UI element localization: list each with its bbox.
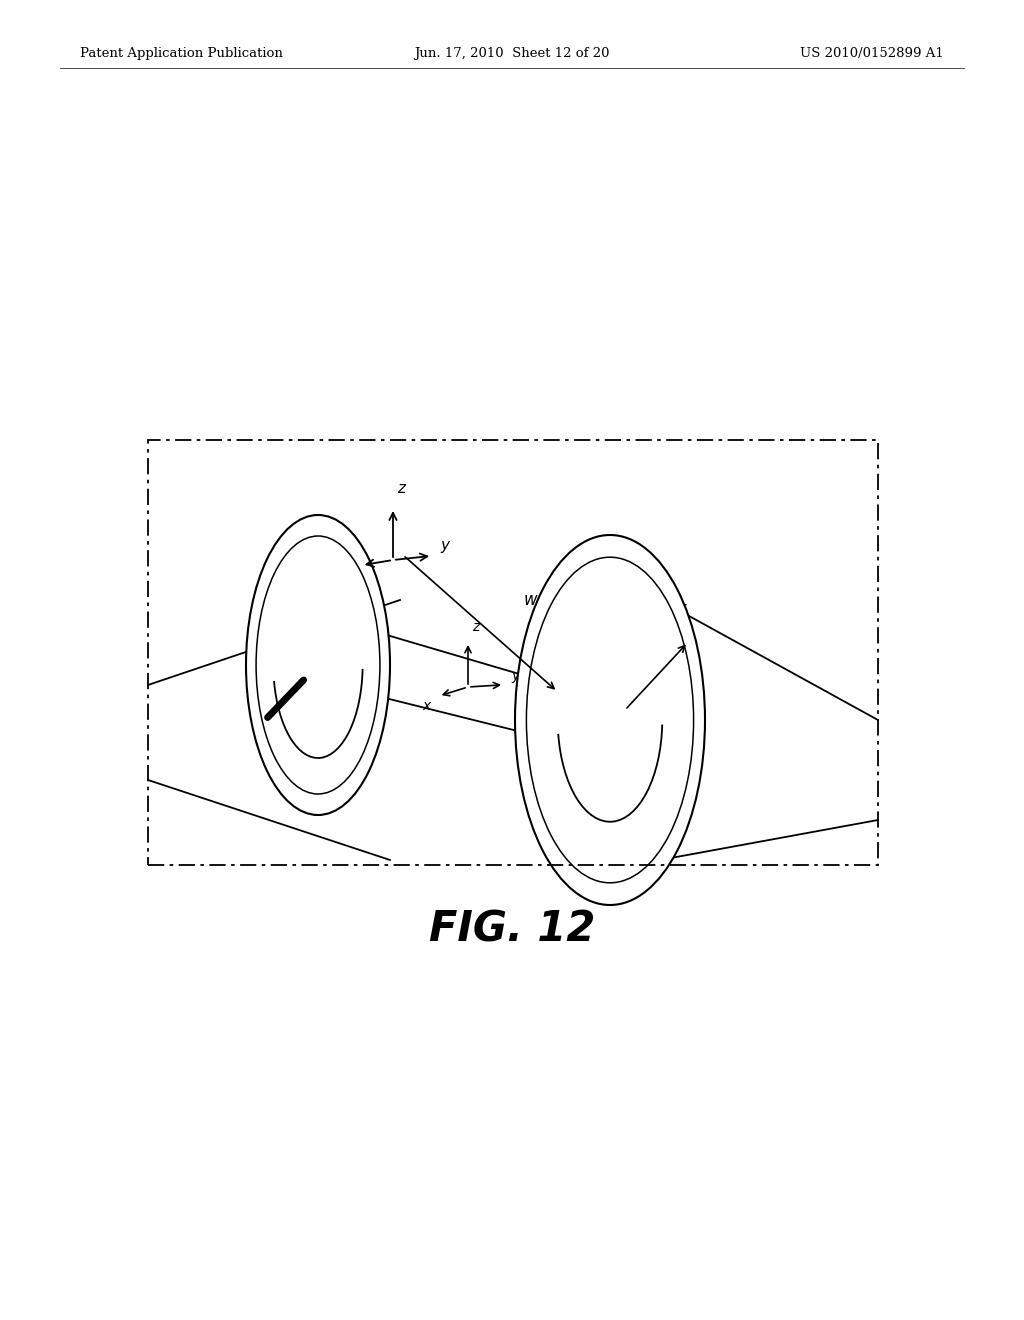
Text: Jun. 17, 2010  Sheet 12 of 20: Jun. 17, 2010 Sheet 12 of 20 [415, 46, 609, 59]
Text: z: z [397, 480, 406, 496]
Text: r: r [678, 601, 685, 618]
Text: y: y [511, 669, 519, 682]
Text: x: x [423, 700, 431, 713]
Text: Patent Application Publication: Patent Application Publication [80, 46, 283, 59]
Text: x: x [343, 568, 352, 583]
Text: z: z [472, 620, 479, 634]
Ellipse shape [515, 535, 705, 906]
Bar [148, 440, 878, 865]
Text: $\theta_0$: $\theta_0$ [590, 743, 610, 764]
Ellipse shape [246, 515, 390, 814]
Text: FIG. 12: FIG. 12 [429, 909, 595, 950]
Text: w: w [523, 591, 537, 609]
Text: US 2010/0152899 A1: US 2010/0152899 A1 [800, 46, 944, 59]
Text: y: y [440, 537, 449, 553]
Text: $\theta_1$: $\theta_1$ [272, 664, 292, 685]
